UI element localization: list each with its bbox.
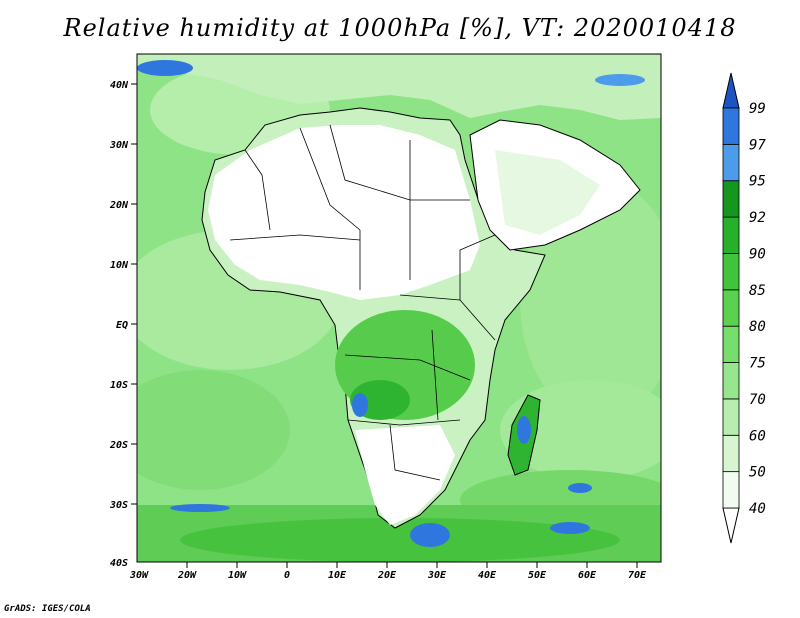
colorbar-level-label: 95 [749,174,766,190]
colorbar-level-label: 80 [749,319,766,335]
lat-label: EQ [116,320,128,331]
lat-label: 10S [110,380,128,391]
colorbar-level-label: 60 [749,428,766,444]
colorbar-level-label: 99 [749,101,766,117]
lat-label: 10N [110,260,129,271]
colorbar-box [722,180,740,218]
lon-label: 50E [528,570,547,581]
colorbar-level-label: 90 [749,246,766,262]
lon-label: 40E [478,570,497,581]
colorbar-box [722,216,740,254]
colorbar-box [722,471,740,509]
colorbar-level-label: 40 [749,501,766,517]
colorbar-level-label: 92 [749,210,766,226]
lon-label: 0 [284,570,290,581]
lon-label: 20W [177,570,197,581]
colorbar-level-label: 85 [749,283,766,299]
lon-label: 30W [129,570,149,581]
lat-label: 40S [110,558,128,569]
colorbar-box [722,253,740,291]
humidity-field [137,54,661,562]
lon-label: 10E [328,570,347,581]
lon-label: 70E [628,570,647,581]
lat-label: 40N [110,80,129,91]
grads-credit: GrADS: IGES/COLA [4,604,91,614]
colorbar-box [722,107,740,145]
colorbar-level-label: 75 [749,356,766,372]
colorbar-box [722,325,740,363]
colorbar-level-label: 70 [749,392,766,408]
lat-label: 20N [109,200,129,211]
latitude-axis: 40N 30N 20N 10N EQ 10S 20S 30S 40S [109,80,137,569]
colorbar-box [722,289,740,327]
colorbar-over-triangle [722,72,740,109]
lat-label: 20S [109,440,128,451]
colorbar: 40 50 60 70 75 80 85 90 92 95 97 99 [722,72,766,544]
lat-label: 30N [109,140,129,151]
lat-label: 30S [109,500,128,511]
colorbar-box [722,434,740,473]
colorbar-level-label: 50 [749,465,766,481]
lon-label: 30E [427,570,447,581]
longitude-axis: 30W 20W 10W 0 10E 20E 30E 40E 50E 60E 70… [129,562,647,581]
map-frame [136,53,662,563]
colorbar-box [722,398,740,436]
lon-label: 10W [228,570,247,581]
colorbar-box [722,362,740,400]
lon-label: 20E [377,570,397,581]
lon-label: 60E [578,570,597,581]
colorbar-under-triangle [722,507,740,544]
map-title: Relative humidity at 1000hPa [%], VT: 20… [63,14,737,42]
colorbar-box [722,143,740,182]
colorbar-level-label: 97 [749,137,766,153]
